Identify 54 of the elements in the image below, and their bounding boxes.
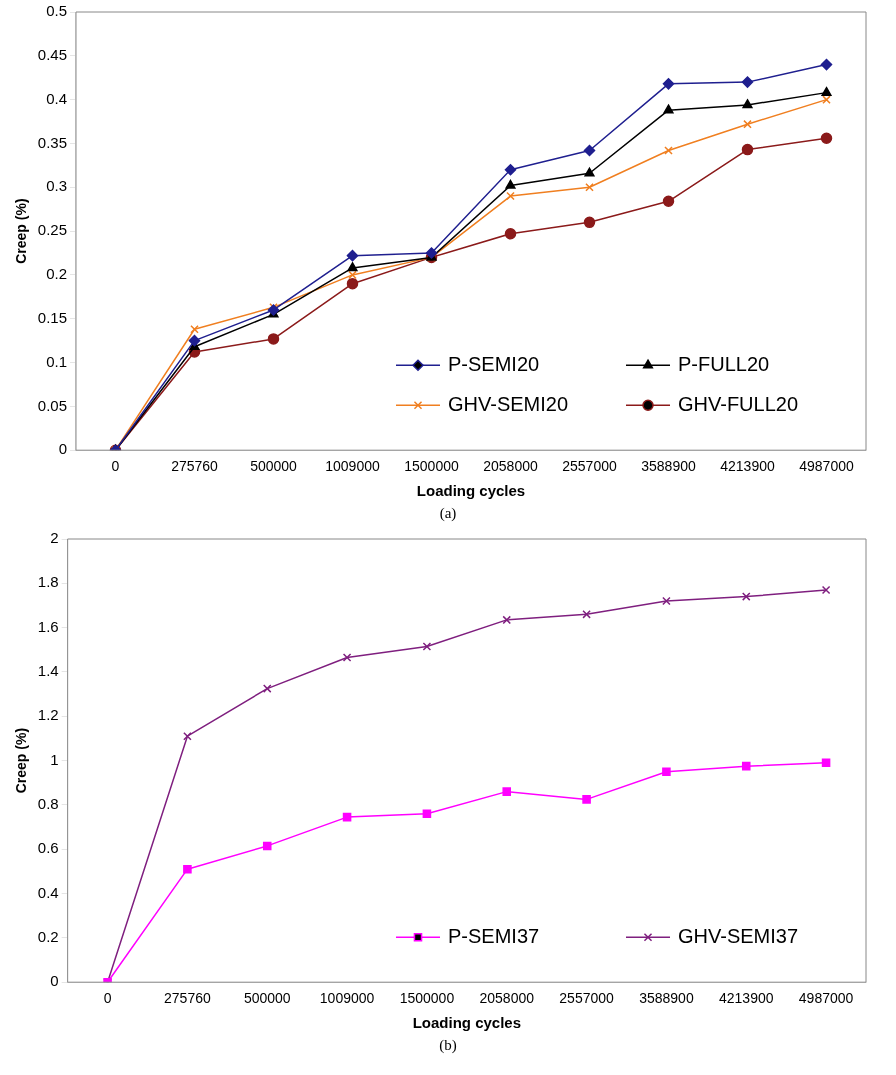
y-tick-label: 0.3 <box>46 177 67 195</box>
y-tick-label: 0.5 <box>46 2 67 20</box>
x-tick-label: 4213900 <box>718 990 774 1007</box>
x-tick-label: 1500000 <box>399 990 455 1007</box>
x-tick-label: 1500000 <box>404 458 459 475</box>
text: (a) <box>438 505 458 523</box>
y-tick-label: 0.35 <box>37 133 67 151</box>
y-tick-label: 1.6 <box>37 617 59 635</box>
x-tick-label: 2557000 <box>559 990 615 1007</box>
y-tick-label: 1 <box>50 750 59 768</box>
y-tick-label: 0.1 <box>46 352 67 370</box>
legend-label: P-FULL20 <box>678 352 770 375</box>
x-tick-label: 4987000 <box>798 990 854 1007</box>
x-axis-title: Loading cycles <box>416 482 526 500</box>
x-tick-label: 275760 <box>171 458 219 475</box>
y-axis-title: Creep (%) <box>13 727 30 794</box>
x-tick-label: 0 <box>111 458 120 475</box>
y-tick-label: 0.4 <box>46 89 67 107</box>
y-tick-label: 1.8 <box>37 573 59 591</box>
y-tick-label: 0.45 <box>37 45 67 63</box>
legend-label: GHV-FULL20 <box>678 392 799 415</box>
y-tick-label: 1.4 <box>37 662 59 680</box>
text: (b) <box>438 1037 458 1055</box>
x-tick-label: 275760 <box>164 990 211 1007</box>
x-tick-label: 2557000 <box>562 458 617 475</box>
x-tick-label: 500000 <box>250 458 298 475</box>
y-tick-label: 0 <box>50 972 59 990</box>
x-tick-label: 3588900 <box>641 458 696 475</box>
y-tick-label: 0.4 <box>37 883 59 901</box>
x-tick-label: 1009000 <box>325 458 380 475</box>
y-tick-label: 2 <box>50 529 59 547</box>
y-tick-label: 0.25 <box>37 221 67 239</box>
x-tick-label: 500000 <box>243 990 291 1007</box>
x-tick-label: 4213900 <box>720 458 775 475</box>
y-tick-label: 0.05 <box>37 396 67 414</box>
y-tick-label: 0.8 <box>37 795 59 813</box>
x-tick-label: 2058000 <box>479 990 535 1007</box>
legend-label: GHV-SEMI37 <box>678 924 799 947</box>
x-tick-label: 1009000 <box>319 990 375 1007</box>
x-tick-label: 2058000 <box>483 458 538 475</box>
y-tick-label: 0.15 <box>37 308 67 326</box>
y-axis-title: Creep (%) <box>13 198 30 264</box>
legend-label: P-SEMI37 <box>448 924 540 947</box>
x-tick-label: 0 <box>103 990 112 1007</box>
y-tick-label: 0.2 <box>37 928 59 946</box>
x-axis-title: Loading cycles <box>412 1014 522 1032</box>
x-tick-label: 4987000 <box>799 458 854 475</box>
y-tick-label: 0 <box>58 440 67 458</box>
y-tick-label: 0.6 <box>37 839 59 857</box>
legend-label: P-SEMI20 <box>448 352 540 375</box>
y-tick-label: 1.2 <box>37 706 59 724</box>
x-tick-label: 3588900 <box>639 990 694 1007</box>
y-tick-label: 0.2 <box>46 265 67 283</box>
legend-label: GHV-SEMI20 <box>448 392 569 415</box>
